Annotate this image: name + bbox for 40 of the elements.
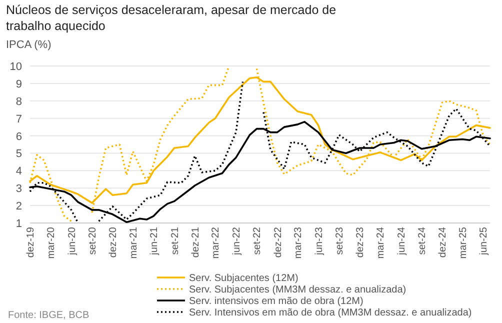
y-tick-label: 7 — [16, 113, 22, 126]
x-tick-label: mar-25 — [458, 226, 469, 259]
x-tick-label: jun-21 — [149, 226, 160, 256]
source-note: Fonte: IBGE, BCB — [8, 310, 90, 321]
x-tick-label: dez-24 — [438, 226, 449, 258]
x-tick-label: mar-24 — [376, 226, 387, 259]
x-tick-label: dez-23 — [355, 226, 366, 258]
y-tick-label: 6 — [16, 130, 22, 143]
x-tick-label: jun-20 — [66, 226, 78, 256]
legend-label: Serv. Subjacentes (12M) — [189, 273, 298, 284]
y-tick-label: 4 — [16, 166, 22, 178]
x-tick-label: dez-20 — [108, 226, 120, 258]
x-tick-label: dez-21 — [190, 226, 202, 258]
y-tick-label: 9 — [16, 78, 22, 90]
x-tick-label: set-20 — [88, 226, 99, 255]
x-tick-label: mar-22 — [210, 226, 222, 259]
chart-title: Núcleos de serviços desaceleraram, apesar de mercado de trabalho aquecido — [6, 3, 336, 33]
y-tick-label: 2 — [16, 200, 22, 213]
x-tick-label: dez-19 — [26, 226, 36, 258]
y-tick-label: 1 — [16, 218, 22, 230]
x-tick-label: mar-20 — [46, 226, 58, 259]
y-tick-label: 3 — [16, 183, 22, 196]
x-tick-label: jun-24 — [396, 226, 408, 256]
y-tick-label: 10 — [10, 61, 22, 73]
x-tick-label: jun-22 — [231, 226, 242, 256]
legend-label: Serv. intensivos em mão de obra (12M) — [189, 296, 364, 307]
x-tick-label: set-24 — [417, 226, 428, 255]
x-tick-label: jun-25 — [478, 226, 490, 256]
legend-label: Serv. Intensivos em mão de obra (MM3M dessaz. e anualizada) — [189, 308, 472, 318]
x-tick-label: set-23 — [334, 226, 346, 255]
x-tick-label: dez-22 — [272, 226, 284, 258]
y-tick-label: 5 — [16, 148, 22, 160]
legend-label: Serv. Subjacentes (MM3M dessaz. e anualizada) — [189, 284, 406, 296]
y-tick-label: 8 — [16, 96, 22, 108]
x-tick-label: jun-23 — [314, 226, 325, 256]
x-tick-label: mar-21 — [128, 226, 140, 259]
x-tick-label: set-22 — [252, 226, 264, 255]
x-tick-label: set-21 — [170, 226, 181, 255]
x-tick-label: mar-23 — [293, 226, 304, 259]
y-axis-title: IPCA (%) — [6, 39, 52, 51]
